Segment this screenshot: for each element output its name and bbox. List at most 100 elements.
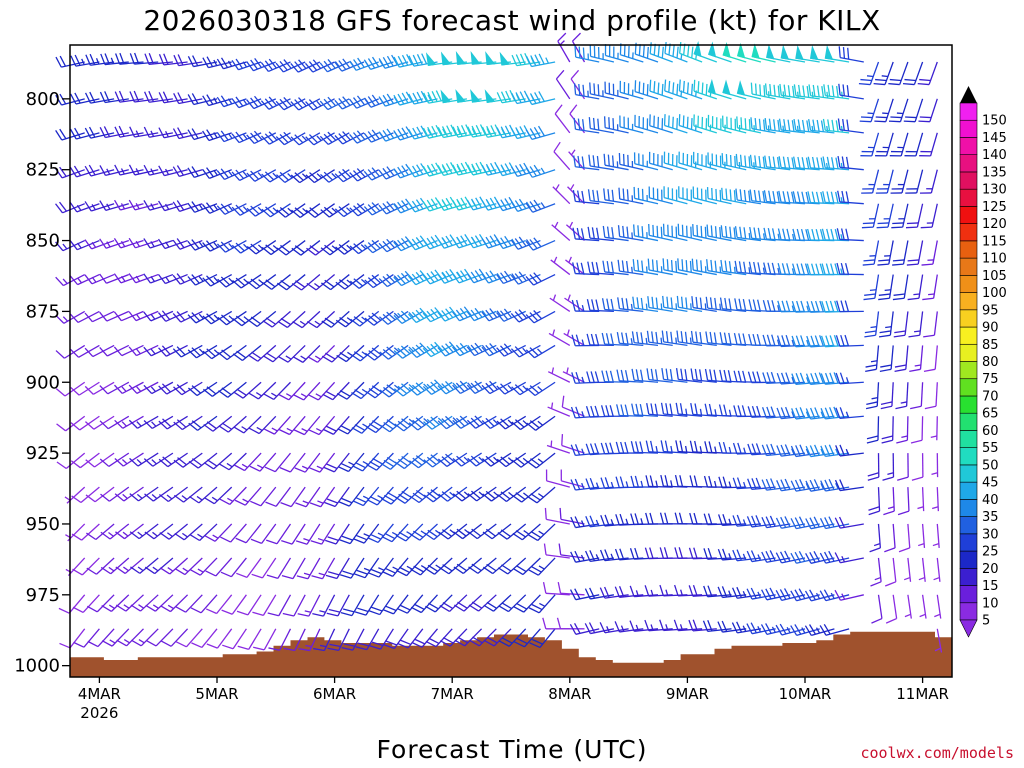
colorbar-label: 65 [982, 407, 999, 422]
wind-barb [721, 187, 747, 205]
wind-barb [99, 91, 129, 104]
colorbar-label: 20 [982, 562, 999, 577]
wind-barb [424, 557, 453, 575]
wind-barb [662, 258, 688, 276]
wind-barb [892, 274, 909, 301]
wind-barb [114, 381, 144, 395]
wind-barb [513, 594, 541, 613]
wind-barb [790, 550, 820, 564]
wind-barb [525, 91, 556, 106]
wind-barb [910, 382, 924, 410]
wind-barb [805, 444, 835, 458]
x-tick-label: 6MAR [313, 685, 356, 703]
wind-barb [600, 405, 629, 417]
wind-barb [645, 440, 673, 454]
wind-barb [86, 557, 115, 575]
wind-barb [510, 344, 541, 358]
wind-barb [496, 343, 526, 357]
wind-barb [339, 523, 365, 545]
colorbar-swatch [959, 154, 978, 173]
wind-barb [790, 624, 820, 636]
wind-barb [805, 516, 835, 530]
wind-barb [319, 58, 350, 73]
wind-barb [704, 441, 732, 454]
colorbar-label: 60 [982, 424, 999, 439]
wind-barb [734, 260, 761, 276]
wind-barb [305, 169, 335, 184]
wind-barb [859, 98, 880, 123]
wind-barb [778, 190, 806, 205]
wind-barb [835, 334, 864, 347]
colorbar-label: 25 [982, 545, 999, 560]
wind-barb [563, 329, 585, 346]
wind-barb [836, 228, 864, 242]
wind-barb [763, 227, 791, 242]
wind-barb [703, 585, 732, 598]
wind-barb [144, 523, 174, 540]
wind-barb [662, 295, 688, 313]
wind-barb [634, 114, 659, 134]
wind-barb [866, 416, 880, 444]
wind-barb [262, 274, 291, 290]
wind-barb [821, 263, 850, 276]
wind-barb [775, 588, 806, 602]
wind-barb [835, 444, 864, 457]
wind-barb [819, 516, 850, 530]
colorbar-label: 85 [982, 338, 999, 353]
wind-barb [217, 310, 247, 326]
wind-barb [703, 475, 732, 488]
wind-barb [511, 90, 541, 105]
wind-barb [807, 191, 835, 205]
wind-barb [678, 151, 703, 171]
wind-barb [295, 523, 321, 545]
y-axis: 800 825 850 875 900 925 950 975 1000 [14, 89, 70, 677]
wind-barb [589, 44, 615, 63]
colorbar-swatch [959, 137, 978, 155]
wind-barb [220, 557, 247, 578]
wind-barb [717, 586, 747, 599]
wind-barb [292, 310, 321, 329]
wind-barb [918, 523, 926, 548]
wind-barb [661, 368, 688, 383]
wind-barb [646, 330, 673, 347]
wind-barb [281, 557, 306, 580]
colorbar-label: 55 [982, 441, 999, 456]
wind-barb [71, 523, 100, 541]
wind-barb [648, 151, 673, 171]
wind-barb [898, 523, 911, 553]
wind-barb [824, 44, 850, 63]
wind-barb [382, 594, 409, 615]
wind-barb [930, 416, 938, 441]
wind-barb [910, 416, 924, 444]
colorbar-swatch [959, 275, 978, 293]
wind-barb [922, 274, 938, 301]
wind-barb [703, 547, 732, 560]
y-tick-label: 850 [26, 231, 60, 252]
wind-barb [320, 240, 350, 256]
wind-barb [187, 310, 218, 324]
wind-barb [425, 594, 453, 613]
wind-barb [733, 370, 761, 383]
wind-barb [806, 228, 835, 242]
wind-barb [720, 259, 747, 276]
wind-barb [305, 203, 335, 218]
wind-barb [99, 200, 129, 212]
wind-barb [313, 628, 336, 652]
colorbar-label: 40 [982, 493, 999, 508]
wind-barb [263, 415, 291, 435]
wind-barb [129, 90, 159, 103]
wind-barb [644, 547, 673, 560]
wind-barb [55, 128, 85, 141]
wind-barb [644, 585, 673, 597]
wind-barb [481, 452, 512, 467]
wind-barb [548, 329, 571, 346]
wind-barb [233, 381, 262, 399]
wind-barb [883, 487, 895, 516]
wind-barb [892, 240, 909, 266]
wind-barb [70, 415, 100, 431]
wind-barb [70, 54, 100, 67]
wind-barb [312, 594, 336, 617]
wind-barb [280, 486, 306, 508]
wind-barb [115, 52, 144, 65]
